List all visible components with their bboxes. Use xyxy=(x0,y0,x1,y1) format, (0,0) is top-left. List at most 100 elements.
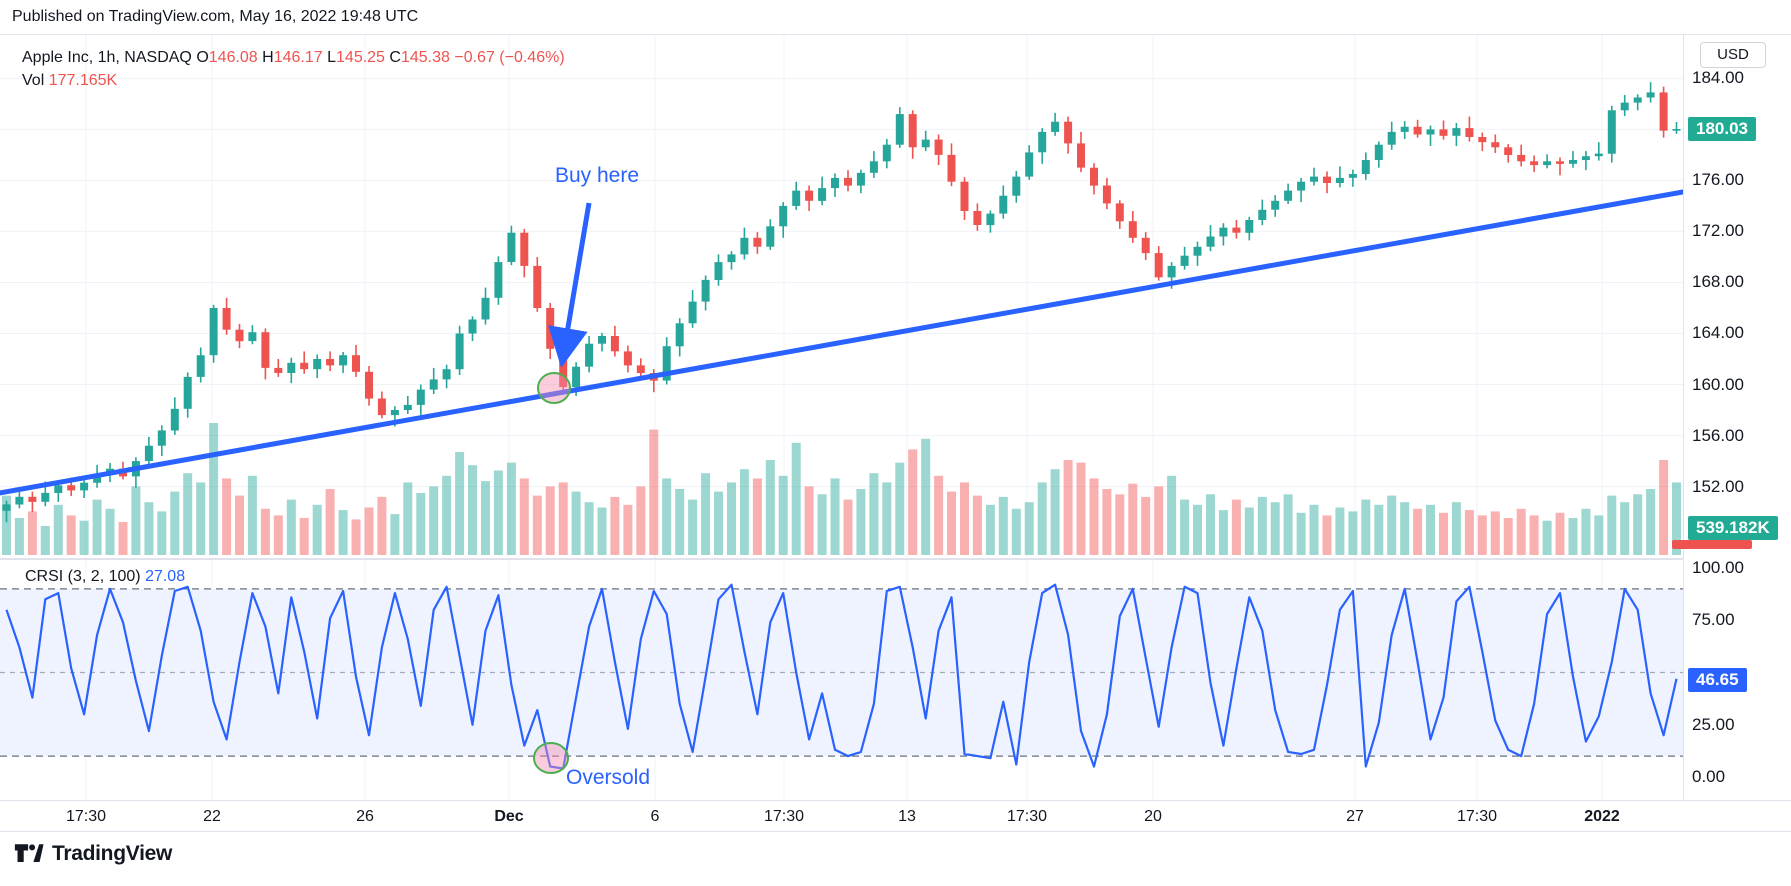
volume-bar xyxy=(1283,494,1293,555)
volume-bar xyxy=(662,478,672,555)
candle xyxy=(455,333,464,370)
symbol-legend[interactable]: Apple Inc, 1h, NASDAQ O146.08 H146.17 L1… xyxy=(22,46,565,92)
candle xyxy=(986,213,995,226)
candle xyxy=(1335,177,1344,183)
oversold-highlight-circle-drawing[interactable] xyxy=(533,742,569,774)
candle xyxy=(377,398,386,416)
candle xyxy=(326,359,335,366)
price-pane[interactable]: Buy here xyxy=(0,35,1683,558)
candle xyxy=(533,265,542,308)
candle xyxy=(507,232,516,262)
trendline-drawing[interactable] xyxy=(0,189,1683,496)
crsi-legend[interactable]: CRSI (3, 2, 100) 27.08 xyxy=(25,568,185,586)
volume-bar xyxy=(14,518,24,555)
candle xyxy=(15,496,24,505)
volume-bar xyxy=(908,449,918,555)
candle xyxy=(1426,129,1435,135)
volume-bar xyxy=(739,469,749,555)
candle xyxy=(766,226,775,247)
currency-toggle-button[interactable]: USD xyxy=(1700,42,1766,68)
candle xyxy=(1478,137,1487,143)
time-axis-label: 22 xyxy=(203,808,221,825)
volume-bar xyxy=(493,470,503,555)
volume-bar xyxy=(1400,502,1410,555)
crsi-axis-label: 25.00 xyxy=(1692,714,1735,734)
candle xyxy=(882,144,891,162)
volume-bar xyxy=(1490,511,1500,555)
volume-bar xyxy=(481,481,490,555)
volume-bar xyxy=(1646,489,1656,555)
volume-value: 177.165K xyxy=(48,72,118,89)
candle xyxy=(80,482,89,491)
volume-bar xyxy=(1231,499,1241,555)
buy-here-label[interactable]: Buy here xyxy=(555,164,639,187)
candle xyxy=(1361,160,1370,174)
candle xyxy=(1556,161,1564,164)
candle xyxy=(442,369,451,380)
time-scale[interactable]: 17:30 22 26 Dec 6 17:30 13 17:30 20 27 17:30 2022 xyxy=(0,800,1791,832)
published-bar: Published on TradingView.com, May 16, 20… xyxy=(0,0,1791,35)
crsi-pane[interactable]: Oversold xyxy=(0,560,1683,800)
volume-bar xyxy=(843,499,853,555)
time-axis-label: 26 xyxy=(356,808,374,825)
price-axis-label: 168.00 xyxy=(1692,272,1744,292)
volume-bar xyxy=(1167,475,1177,555)
candle xyxy=(1452,128,1461,136)
symbol-title[interactable]: Apple Inc, 1h, NASDAQ xyxy=(22,49,192,66)
oversold-label[interactable]: Oversold xyxy=(566,766,650,789)
candle xyxy=(390,410,399,416)
candle xyxy=(960,181,969,211)
volume-bar xyxy=(1335,507,1345,555)
volume-bar xyxy=(921,438,931,555)
pane-separator[interactable] xyxy=(0,558,1791,560)
candle xyxy=(1348,174,1357,178)
volume-bar xyxy=(235,495,244,555)
volume-bar xyxy=(649,429,659,555)
candle xyxy=(947,154,956,182)
tradingview-logo[interactable]: TradingView xyxy=(14,841,172,867)
volume-bar xyxy=(1193,504,1202,555)
candle xyxy=(313,359,322,370)
candle xyxy=(844,177,852,186)
candle xyxy=(403,404,412,410)
volume-bar xyxy=(1464,510,1474,555)
volume-bar xyxy=(1594,515,1604,555)
volume-bar xyxy=(260,508,270,555)
price-axis-label: 172.00 xyxy=(1692,221,1744,241)
volume-bar xyxy=(778,475,788,555)
volume-bar xyxy=(1529,515,1539,555)
chart-area[interactable]: Buy here Oversold Apple Inc, 1h, NASDAQ … xyxy=(0,35,1791,832)
candle xyxy=(740,237,749,255)
candle xyxy=(157,430,166,446)
volume-bar xyxy=(455,452,465,555)
time-axis-label: 17:30 xyxy=(1456,808,1498,825)
change-value: −0.67 (−0.46%) xyxy=(454,49,565,66)
volume-bar xyxy=(390,514,400,555)
low-value: 145.25 xyxy=(336,49,385,66)
candle xyxy=(1323,176,1331,183)
candle xyxy=(1672,129,1681,131)
price-scale[interactable]: USD 184.00 176.00 172.00 168.00 164.00 160.00… xyxy=(1672,35,1791,832)
volume-bar xyxy=(222,478,232,555)
volume-bar xyxy=(1218,510,1228,555)
volume-label: Vol xyxy=(22,72,45,89)
buy-arrow-drawing[interactable] xyxy=(548,202,592,368)
candle xyxy=(546,308,555,349)
volume-bar xyxy=(998,496,1008,555)
volume-bar xyxy=(1348,511,1358,555)
volume-bar xyxy=(623,504,633,555)
volume-bar xyxy=(610,496,620,555)
crsi-title[interactable]: CRSI (3, 2, 100) xyxy=(25,568,141,585)
volume-bar xyxy=(1270,502,1280,555)
volume-bar xyxy=(830,478,840,555)
volume-bar xyxy=(1076,462,1086,555)
volume-legend-row[interactable]: Vol 177.165K xyxy=(22,69,565,92)
symbol-legend-row-main[interactable]: Apple Inc, 1h, NASDAQ O146.08 H146.17 L1… xyxy=(22,46,565,69)
candle xyxy=(1090,167,1098,186)
candle xyxy=(1128,221,1137,238)
volume-bar xyxy=(947,491,956,555)
candle xyxy=(339,355,348,366)
buy-highlight-circle-drawing[interactable] xyxy=(537,372,571,404)
volume-bar xyxy=(1115,494,1125,555)
volume-bar xyxy=(1141,496,1151,555)
